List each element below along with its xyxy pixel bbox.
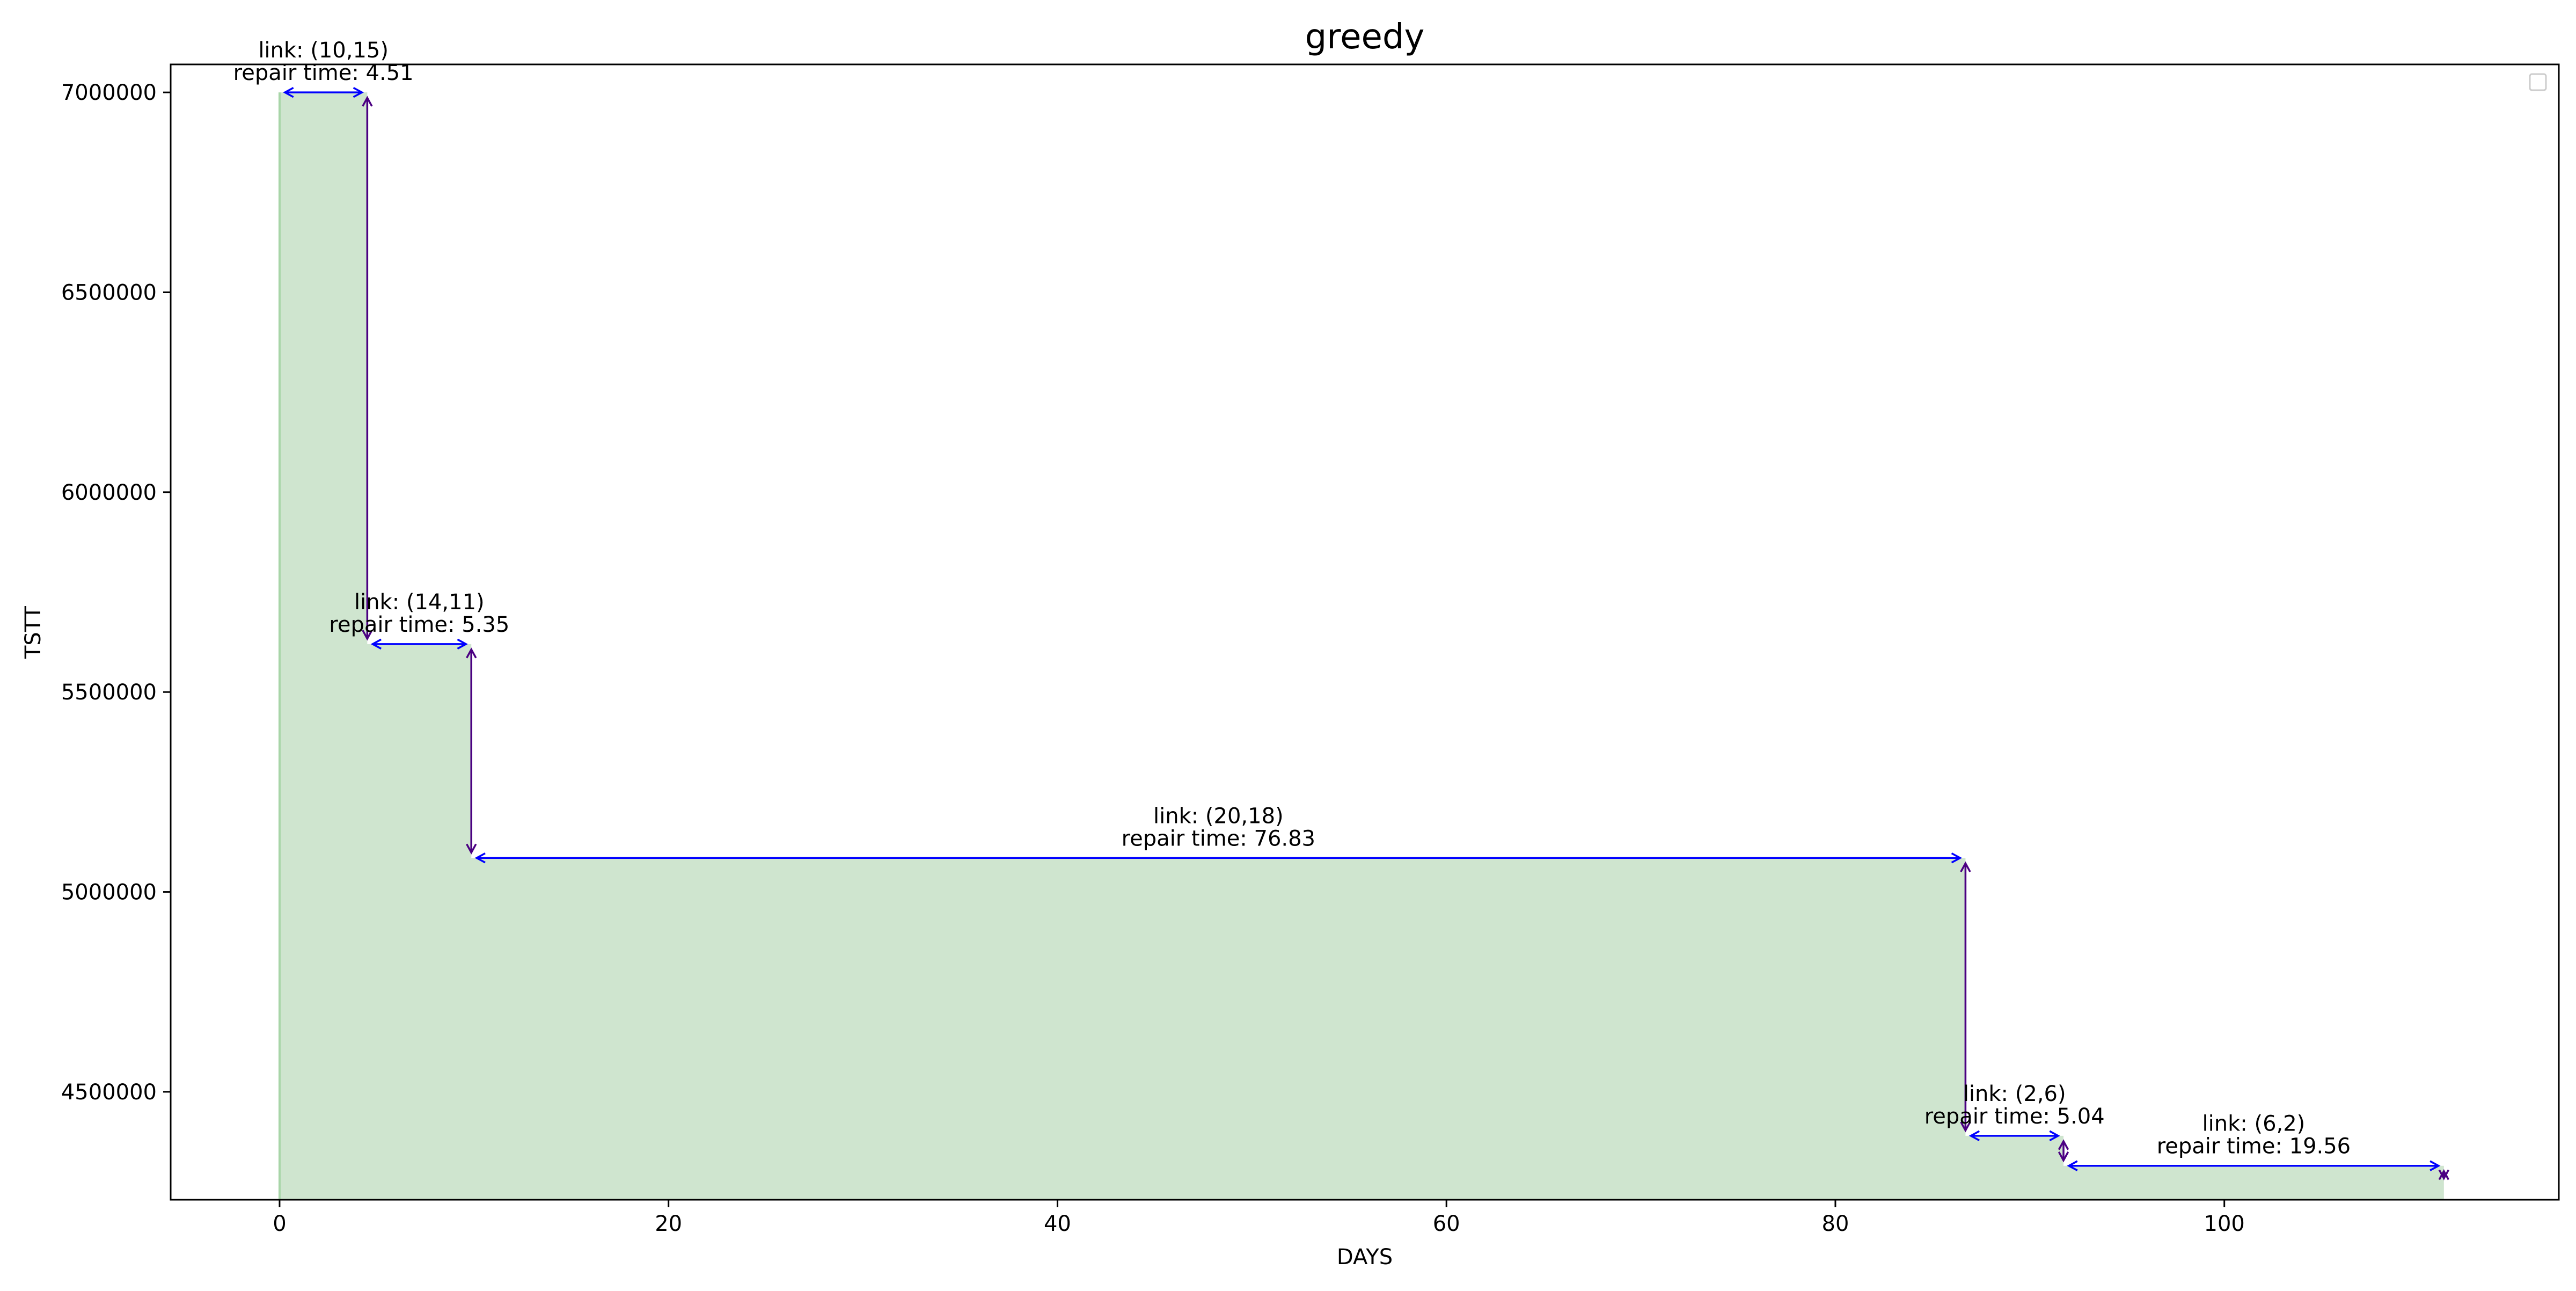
tstt-drop-arrow-5: [2438, 1169, 2450, 1180]
tstt-drop-arrow-3: [1960, 861, 1971, 1133]
y-tick-label: 6000000: [61, 480, 157, 505]
area-fill-group: [278, 92, 2444, 1200]
repair-duration-arrow-1-head-end: [353, 86, 364, 98]
annotation-link-2: link: (14,11): [354, 590, 485, 615]
tstt-drop-arrow-2-head-end: [466, 843, 477, 855]
tstt-drop-arrow-3-head-start: [1960, 861, 1971, 872]
annotation-repair-3: repair time: 76.83: [1122, 826, 1315, 851]
y-tick-label: 4500000: [61, 1080, 157, 1105]
repair-duration-arrow-4-head-end: [2049, 1130, 2060, 1142]
tstt-drop-arrow-1: [362, 96, 373, 641]
area-fill: [279, 92, 2444, 1200]
annotation-link-4: link: (2,6): [1963, 1082, 2066, 1106]
repair-duration-arrow-5: [2067, 1160, 2441, 1171]
repair-duration-arrow-5-head-end: [2429, 1160, 2441, 1171]
y-tick-label: 5000000: [61, 880, 157, 905]
repair-duration-arrow-2-head-start: [370, 638, 382, 650]
tstt-drop-arrow-4-head-end: [2058, 1151, 2069, 1163]
repair-duration-arrow-3-head-end: [1951, 852, 1963, 864]
y-axis-ticks: 4500000 5000000 5500000 6000000 6500000 70000…: [61, 81, 171, 1105]
x-tick-label: 80: [1822, 1212, 1849, 1236]
legend-box: [2529, 73, 2547, 91]
annotation-link-1: link: (10,15): [258, 38, 389, 63]
repair-duration-arrow-4: [1968, 1130, 2060, 1142]
repair-duration-arrow-1-head-start: [283, 86, 294, 98]
repair-duration-arrow-3: [474, 852, 1963, 864]
tstt-drop-arrow-2: [466, 647, 477, 855]
x-tick-label: 100: [2204, 1212, 2245, 1236]
x-tick-label: 0: [273, 1212, 286, 1236]
y-tick-label: 6500000: [61, 280, 157, 305]
annotation-link-3: link: (20,18): [1153, 804, 1284, 828]
repair-duration-arrow-3-head-start: [474, 852, 486, 864]
tstt-drop-arrow-4: [2058, 1139, 2069, 1163]
chart-title: greedy: [1305, 17, 1425, 57]
arrows-group: [283, 86, 2450, 1180]
x-axis-label: DAYS: [1337, 1245, 1393, 1270]
annotation-repair-4: repair time: 5.04: [1924, 1104, 2105, 1129]
tstt-drop-arrow-5-head-start: [2438, 1169, 2450, 1180]
repair-duration-arrow-2: [370, 638, 468, 650]
annotation-repair-2: repair time: 5.35: [329, 612, 509, 637]
plot-frame: [170, 63, 2560, 1201]
repair-duration-arrow-2-head-end: [457, 638, 468, 650]
y-tick-label: 7000000: [61, 81, 157, 105]
tstt-drop-arrow-3-head-end: [1960, 1121, 1971, 1133]
x-tick-label: 40: [1044, 1212, 1071, 1236]
annotation-repair-5: repair time: 19.56: [2157, 1134, 2351, 1159]
repair-duration-arrow-4-head-start: [1968, 1130, 1980, 1142]
annotation-link-5: link: (6,2): [2202, 1112, 2306, 1136]
x-tick-label: 60: [1433, 1212, 1460, 1236]
y-axis-label: TSTT: [21, 606, 46, 659]
tstt-drop-arrow-1-head-start: [362, 96, 373, 107]
repair-duration-arrow-5-head-start: [2067, 1160, 2078, 1171]
tstt-drop-arrow-1-head-end: [362, 630, 373, 641]
x-axis-ticks: 0 20 40 60 80 100: [273, 1200, 2245, 1236]
y-tick-label: 5500000: [61, 680, 157, 705]
x-tick-label: 20: [655, 1212, 682, 1236]
repair-duration-arrow-1: [283, 86, 364, 98]
tstt-drop-arrow-4-head-start: [2058, 1139, 2069, 1150]
tstt-drop-arrow-5-head-end: [2438, 1169, 2450, 1180]
tstt-drop-arrow-2-head-start: [466, 647, 477, 659]
